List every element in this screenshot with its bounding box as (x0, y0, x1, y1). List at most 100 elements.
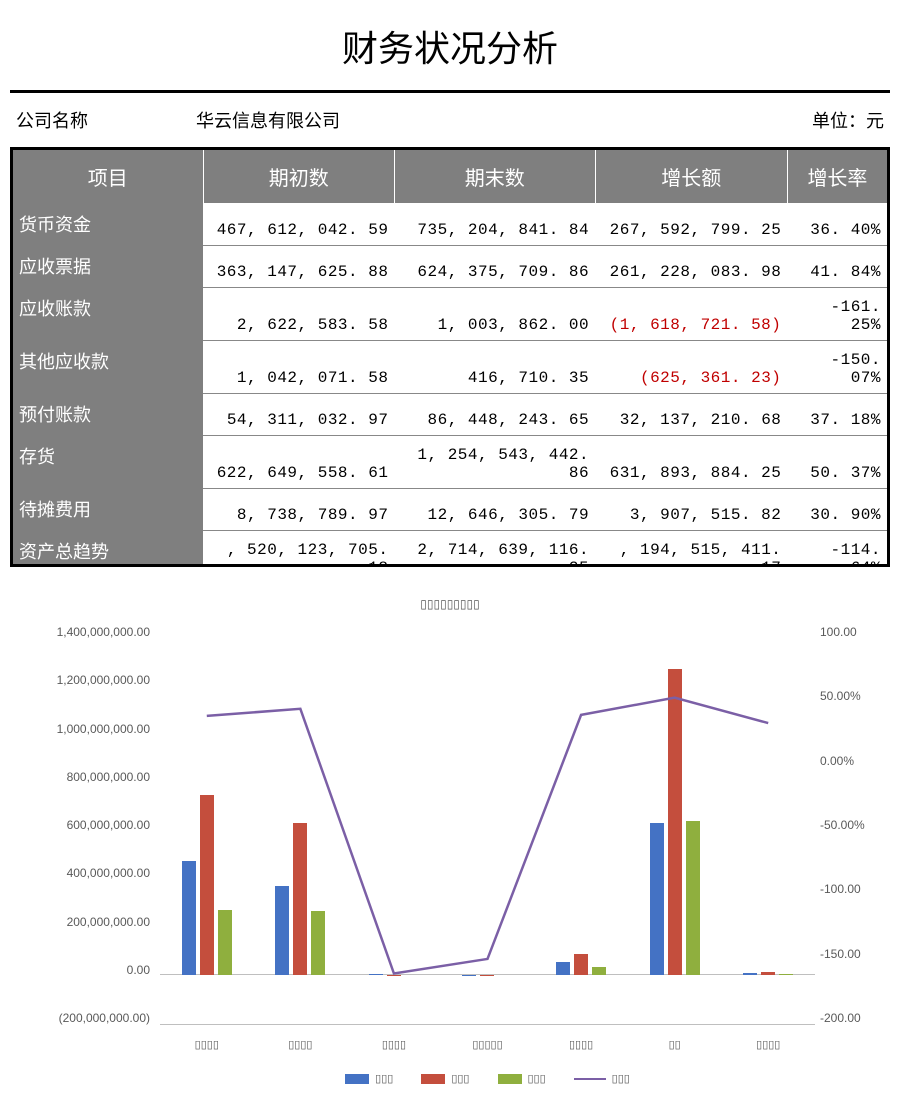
y-right-tick: 100.00 (820, 625, 880, 639)
table-row: 应收票据363, 147, 625. 88624, 375, 709. 8626… (13, 245, 887, 287)
legend-item: ▯▯▯ (345, 1072, 393, 1085)
table-cell: 36. 40% (787, 203, 887, 245)
bar-group (254, 633, 348, 1024)
table-cell: 2, 622, 583. 58 (203, 287, 394, 340)
table-cell: , 194, 515, 411. 17 (595, 530, 787, 567)
table-cell: 1, 042, 071. 58 (203, 340, 394, 393)
x-axis-labels: ▯▯▯▯▯▯▯▯▯▯▯▯▯▯▯▯▯▯▯▯▯▯▯▯▯▯▯ (160, 1038, 815, 1051)
table-cell: 2, 714, 639, 116. 35 (394, 530, 595, 567)
table-header: 项目 (13, 150, 203, 203)
bar (369, 974, 383, 975)
page-title: 财务状况分析 (10, 10, 890, 90)
row-label: 资产总趋势 (13, 530, 203, 567)
y-left-tick: (200,000,000.00) (20, 1011, 150, 1025)
x-label: ▯▯▯▯ (534, 1038, 628, 1051)
y-left-tick: 1,200,000,000.00 (20, 673, 150, 687)
x-label: ▯▯▯▯ (721, 1038, 815, 1051)
bar (218, 910, 232, 975)
y-right-tick: -100.00 (820, 882, 880, 896)
bar (779, 974, 793, 975)
table-cell: 37. 18% (787, 393, 887, 435)
table-cell: 8, 738, 789. 97 (203, 488, 394, 530)
bar (200, 795, 214, 975)
table-cell: 416, 710. 35 (394, 340, 595, 393)
y-left-tick: 600,000,000.00 (20, 818, 150, 832)
bar (556, 962, 570, 975)
title-divider (10, 90, 890, 93)
table-header: 期初数 (203, 150, 394, 203)
meta-row: 公司名称 华云信息有限公司 单位：元 (10, 107, 890, 147)
bar (182, 861, 196, 975)
table-cell: -150. 07% (787, 340, 887, 393)
table-cell: -161. 25% (787, 287, 887, 340)
row-label: 货币资金 (13, 203, 203, 245)
table-cell: 41. 84% (787, 245, 887, 287)
legend-item: ▯▯▯ (421, 1072, 469, 1085)
y-right-tick: 0.00% (820, 754, 880, 768)
row-label: 存货 (13, 435, 203, 488)
table-cell: 86, 448, 243. 65 (394, 393, 595, 435)
row-label: 待摊费用 (13, 488, 203, 530)
legend-swatch (421, 1074, 445, 1084)
y-left-tick: 1,400,000,000.00 (20, 625, 150, 639)
x-label: ▯▯ (628, 1038, 722, 1051)
table-header: 增长额 (595, 150, 787, 203)
company-label: 公司名称 (16, 107, 196, 133)
chart-body: 1,400,000,000.00 1,200,000,000.00 1,000,00… (20, 625, 880, 1085)
bar (574, 954, 588, 975)
y-left-tick: 1,000,000,000.00 (20, 722, 150, 736)
y-right-tick: 50.00% (820, 689, 880, 703)
bar (293, 823, 307, 976)
y-right-tick: -200.00 (820, 1011, 880, 1025)
table-cell: 467, 612, 042. 59 (203, 203, 394, 245)
x-label: ▯▯▯▯ (347, 1038, 441, 1051)
chart-legend: ▯▯▯ ▯▯▯ ▯▯▯ ▯▯▯ (160, 1072, 815, 1085)
y-axis-right: 100.00 50.00% 0.00% -50.00% -100.00 -150.00 -2… (820, 625, 880, 1025)
table-cell: -114. 64% (787, 530, 887, 567)
data-table: 项目期初数期末数增长额增长率 货币资金467, 612, 042. 59735,… (13, 150, 887, 567)
table-row: 资产总趋势, 520, 123, 705. 182, 714, 639, 116… (13, 530, 887, 567)
legend-label: ▯▯▯ (612, 1072, 630, 1085)
legend-item: ▯▯▯ (574, 1072, 630, 1085)
bar (668, 669, 682, 976)
y-left-tick: 400,000,000.00 (20, 866, 150, 880)
chart-area: ▯▯▯▯▯▯▯▯▯ 1,400,000,000.001,200,000,000.… (10, 597, 890, 1085)
bar (761, 972, 775, 975)
table-cell: 622, 649, 558. 61 (203, 435, 394, 488)
bar (592, 967, 606, 975)
table-cell: 30. 90% (787, 488, 887, 530)
y-right-tick: -50.00% (820, 818, 880, 832)
table-cell: 54, 311, 032. 97 (203, 393, 394, 435)
legend-swatch (498, 1074, 522, 1084)
table-cell: 631, 893, 884. 25 (595, 435, 787, 488)
table-cell: 1, 254, 543, 442. 86 (394, 435, 595, 488)
row-label: 应收票据 (13, 245, 203, 287)
table-row: 预付账款54, 311, 032. 9786, 448, 243. 6532, … (13, 393, 887, 435)
legend-label: ▯▯▯ (451, 1072, 469, 1085)
table-cell: 32, 137, 210. 68 (595, 393, 787, 435)
bar-group (160, 633, 254, 1024)
y-left-tick: 200,000,000.00 (20, 915, 150, 929)
y-left-tick: 800,000,000.00 (20, 770, 150, 784)
legend-label: ▯▯▯ (528, 1072, 546, 1085)
bar (686, 821, 700, 975)
bar-group (347, 633, 441, 1024)
bar (650, 823, 664, 975)
table-row: 货币资金467, 612, 042. 59735, 204, 841. 8426… (13, 203, 887, 245)
table-row: 其他应收款1, 042, 071. 58416, 710. 35(625, 36… (13, 340, 887, 393)
company-value: 华云信息有限公司 (196, 107, 812, 133)
bar (275, 886, 289, 975)
table-cell: (625, 361. 23) (595, 340, 787, 393)
bar-group (534, 633, 628, 1024)
table-cell: , 520, 123, 705. 18 (203, 530, 394, 567)
legend-swatch (574, 1078, 606, 1080)
y-right-tick: -150.00 (820, 947, 880, 961)
table-row: 待摊费用8, 738, 789. 9712, 646, 305. 793, 90… (13, 488, 887, 530)
table-row: 应收账款2, 622, 583. 581, 003, 862. 00(1, 61… (13, 287, 887, 340)
plot-area (160, 633, 815, 1025)
y-axis-left: 1,400,000,000.00 1,200,000,000.00 1,000,00… (20, 625, 150, 1025)
unit-label: 单位：元 (812, 107, 884, 133)
table-cell: 735, 204, 841. 84 (394, 203, 595, 245)
row-label: 应收账款 (13, 287, 203, 340)
table-row: 存货622, 649, 558. 611, 254, 543, 442. 866… (13, 435, 887, 488)
